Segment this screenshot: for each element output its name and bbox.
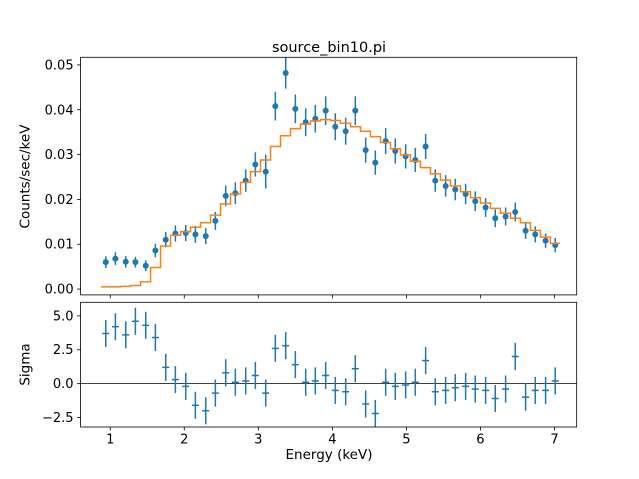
data-point-marker xyxy=(272,103,279,110)
x-tick-label: 5 xyxy=(402,433,410,448)
data-point-marker xyxy=(502,213,509,220)
x-tick-label: 7 xyxy=(550,433,558,448)
data-point-marker xyxy=(132,259,139,266)
data-point-marker xyxy=(452,186,459,193)
y-axis-label-counts: Counts/sec/keV xyxy=(17,124,34,229)
x-tick-label: 3 xyxy=(254,433,262,448)
plot-title: source_bin10.pi xyxy=(271,40,387,56)
data-point-marker xyxy=(482,204,489,211)
y-tick-label: 5.0 xyxy=(53,309,74,324)
data-point-marker xyxy=(212,217,219,224)
x-tick-label: 4 xyxy=(328,433,336,448)
data-point-marker xyxy=(152,247,159,254)
data-point-marker xyxy=(382,138,389,145)
y-tick-label: 0.0 xyxy=(53,377,74,392)
data-point-marker xyxy=(282,69,289,76)
y-tick-label: 0.05 xyxy=(45,58,74,73)
data-point-marker xyxy=(332,123,339,130)
data-point-marker xyxy=(162,236,169,243)
data-point-marker xyxy=(222,192,229,199)
x-tick-label: 2 xyxy=(180,433,188,448)
y-tick-label: 0.04 xyxy=(45,103,74,118)
y-tick-label: 0.01 xyxy=(45,238,74,253)
data-point-marker xyxy=(402,153,409,160)
data-point-marker xyxy=(262,168,269,175)
y-axis-label-sigma: Sigma xyxy=(17,343,34,386)
data-point-marker xyxy=(352,107,359,114)
data-point-marker xyxy=(292,105,299,112)
data-point-marker xyxy=(372,159,379,166)
data-point-marker xyxy=(532,231,539,238)
data-point-marker xyxy=(442,182,449,189)
data-point-marker xyxy=(122,258,129,265)
data-point-marker xyxy=(542,237,549,244)
data-point-marker xyxy=(362,147,369,154)
y-tick-label: −2.5 xyxy=(42,411,74,426)
bottom-axes-frame xyxy=(80,301,578,428)
y-tick-label: 0.02 xyxy=(45,193,74,208)
y-tick-label: 2.5 xyxy=(53,343,74,358)
top-panel: 0.00 0.01 0.02 0.03 0.04 0.05 xyxy=(45,56,578,299)
data-point-marker xyxy=(142,262,149,269)
x-tick-label: 1 xyxy=(106,433,114,448)
data-point-marker xyxy=(192,231,199,238)
data-point-marker xyxy=(512,208,519,215)
data-point-marker xyxy=(432,177,439,184)
data-point-marker xyxy=(342,128,349,135)
data-point-marker xyxy=(412,156,419,163)
x-axis-label: Energy (keV) xyxy=(285,447,373,463)
bottom-panel: 1 2 3 4 5 6 7 −2.5 0.0 2.5 5.0 xyxy=(42,301,578,448)
data-point-marker xyxy=(492,215,499,222)
data-point-marker xyxy=(112,255,119,262)
data-point-marker xyxy=(472,198,479,205)
data-point-marker xyxy=(102,259,109,266)
y-tick-label: 0.00 xyxy=(45,283,74,298)
data-point-marker xyxy=(182,230,189,237)
x-tick-label: 6 xyxy=(476,433,484,448)
data-point-marker xyxy=(522,227,529,234)
data-point-marker xyxy=(202,233,209,240)
data-point-marker xyxy=(232,190,239,197)
y-tick-label: 0.03 xyxy=(45,148,74,163)
model-step-line xyxy=(100,118,561,288)
data-point-marker xyxy=(322,107,329,114)
data-point-marker xyxy=(422,143,429,150)
data-point-marker xyxy=(252,161,259,168)
top-axes-frame xyxy=(80,56,578,296)
